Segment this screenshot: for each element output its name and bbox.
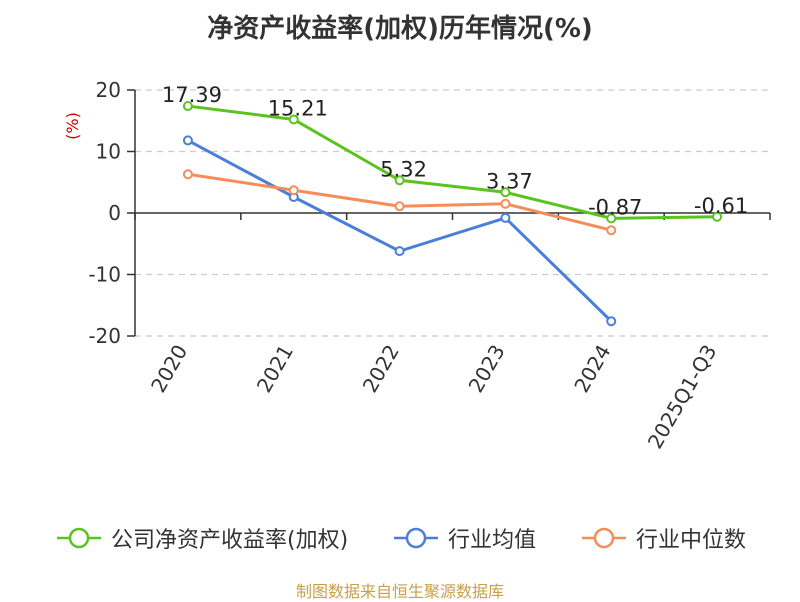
- legend-item[interactable]: 公司净资产收益率(加权): [55, 520, 348, 556]
- data-point: [606, 213, 617, 224]
- y-axis-label: (%): [63, 112, 82, 140]
- y-tick-label: -10: [88, 263, 121, 287]
- x-tick-label: 2025Q1-Q3: [643, 341, 722, 453]
- x-tick-label: 2021: [252, 341, 298, 397]
- data-label: 5.32: [380, 157, 427, 181]
- x-tick-label: 2022: [358, 341, 404, 397]
- chart-title: 净资产收益率(加权)历年情况(%): [207, 14, 593, 44]
- legend-item[interactable]: 行业均值: [392, 520, 536, 556]
- data-point: [394, 175, 405, 186]
- data-point: [182, 135, 193, 146]
- legend-marker-icon: [57, 527, 101, 549]
- y-tick-label: 20: [96, 78, 121, 102]
- series: [182, 101, 723, 327]
- legend-label: 公司净资产收益率(加权): [111, 528, 349, 553]
- data-point: [500, 212, 511, 223]
- data-point: [182, 169, 193, 180]
- legend-marker-icon: [394, 527, 438, 549]
- x-tick-label: 2024: [569, 341, 615, 397]
- data-labels: 17.39 15.21 5.32 3.37 -0.87 -0.61: [162, 83, 748, 219]
- data-point: [288, 185, 299, 196]
- data-label: -0.61: [694, 194, 748, 218]
- roe-line-chart: 20 10 0 -10 -20 2020 2021 2022 2023 2024 2025Q1-Q3…: [63, 78, 771, 453]
- series-line-0: [187, 104, 718, 220]
- data-point: [606, 316, 617, 327]
- legend: 公司净资产收益率(加权) 行业均值 行业中位数: [0, 520, 800, 556]
- data-point: [712, 211, 723, 222]
- grid-lines: [135, 89, 770, 337]
- data-label: 15.21: [268, 96, 328, 120]
- data-label: 17.39: [162, 83, 222, 107]
- source-note: 制图数据来自恒生聚源数据库: [295, 582, 504, 601]
- data-label: 3.37: [486, 169, 533, 193]
- x-tick-label: 2023: [464, 340, 510, 396]
- data-point: [500, 187, 511, 198]
- data-point: [288, 114, 299, 125]
- y-tick-label: -20: [88, 324, 121, 348]
- y-tick-label: 10: [96, 140, 121, 164]
- data-label: -0.87: [588, 195, 642, 219]
- legend-label: 行业中位数: [636, 528, 747, 553]
- data-point: [394, 246, 405, 257]
- data-point: [394, 201, 405, 212]
- axes: 20 10 0 -10 -20 2020 2021 2022 2023 2024 2025Q1-Q3: [88, 78, 771, 453]
- legend-marker-icon: [582, 527, 626, 549]
- x-tick-label: 2020: [146, 341, 192, 397]
- legend-item[interactable]: 行业中位数: [580, 520, 746, 556]
- legend-label: 行业均值: [448, 528, 537, 553]
- data-point: [606, 225, 617, 236]
- data-point: [500, 198, 511, 209]
- y-tick-label: 0: [108, 201, 121, 225]
- data-point: [182, 101, 193, 112]
